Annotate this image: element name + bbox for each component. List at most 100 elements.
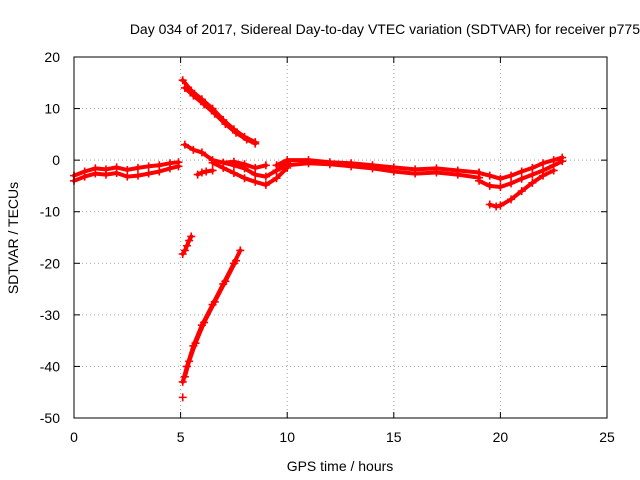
data-point <box>517 187 526 196</box>
data-point <box>178 76 187 85</box>
x-axis-label: GPS time / hours <box>287 458 394 474</box>
data-point <box>283 161 292 170</box>
data-point <box>91 169 100 178</box>
data-point <box>347 162 356 171</box>
data-point <box>507 171 516 180</box>
data-point <box>232 128 241 137</box>
y-tick-label: -20 <box>40 255 60 271</box>
grid <box>74 57 607 418</box>
data-point <box>221 120 230 129</box>
data-point <box>232 256 241 265</box>
data-point <box>507 195 516 204</box>
data-point <box>325 160 334 169</box>
data-point <box>101 170 110 179</box>
y-tick-label: 20 <box>44 49 60 65</box>
series-late-dip <box>485 166 558 211</box>
plot-frame <box>73 56 608 419</box>
y-tick-label: -10 <box>40 204 60 220</box>
data-point <box>485 171 494 180</box>
data-point <box>389 167 398 176</box>
chart-title: Day 034 of 2017, Sidereal Day-to-day VTE… <box>130 21 640 37</box>
series-line <box>210 160 290 187</box>
data-point <box>178 393 187 402</box>
x-tick-label: 0 <box>70 429 78 445</box>
series-negative-long-lower <box>180 256 241 381</box>
data-point <box>155 167 164 176</box>
x-tick-label: 20 <box>493 429 509 445</box>
series-line <box>182 85 258 146</box>
data-point <box>411 169 420 178</box>
data-point <box>475 169 484 178</box>
data-point <box>197 148 206 157</box>
data-point <box>229 169 238 178</box>
data-point <box>528 163 537 172</box>
data-point <box>517 174 526 183</box>
data-point <box>182 241 191 250</box>
data-point <box>123 165 132 174</box>
data-point <box>219 158 228 167</box>
data-point <box>251 170 260 179</box>
data-point <box>180 372 189 381</box>
data-point <box>165 164 174 173</box>
data-point <box>242 135 251 144</box>
data-point <box>200 100 209 109</box>
data-point <box>189 91 198 100</box>
x-tick-label: 10 <box>279 429 295 445</box>
data-point <box>261 180 270 189</box>
data-point <box>133 171 142 180</box>
x-tick-label: 25 <box>599 429 615 445</box>
series-line <box>182 258 238 379</box>
data-point <box>272 174 281 183</box>
data-point <box>496 174 505 183</box>
data-point <box>453 170 462 179</box>
y-tick-label: -30 <box>40 307 60 323</box>
y-tick-label: 0 <box>52 152 60 168</box>
data-point <box>496 182 505 191</box>
series-main-band-lower <box>70 162 183 185</box>
data-point <box>123 172 132 181</box>
data-point <box>200 318 209 327</box>
data-point <box>80 172 89 181</box>
data-point <box>272 166 281 175</box>
data-point <box>528 170 537 179</box>
tick-labels: 0 5 10 15 20 25 20 10 0 -10 -20 -30 -40 -50 <box>40 49 615 445</box>
y-axis-label: SDTVAR / TECUs <box>5 182 21 294</box>
series-short-segment <box>193 166 217 179</box>
data-point <box>251 163 260 172</box>
data-point <box>144 169 153 178</box>
data-point <box>193 170 202 179</box>
data-point <box>185 357 194 366</box>
series-outlier <box>178 393 187 402</box>
data-layer <box>70 76 567 402</box>
data-point <box>485 181 494 190</box>
data-point <box>261 172 270 181</box>
x-tick-label: 5 <box>177 429 185 445</box>
data-point <box>133 163 142 172</box>
data-point <box>304 159 313 168</box>
data-point <box>517 167 526 176</box>
data-point <box>189 145 198 154</box>
y-tick-label: 10 <box>44 101 60 117</box>
y-tick-label: -40 <box>40 358 60 374</box>
data-point <box>208 166 217 175</box>
series-late-upper <box>475 153 567 183</box>
data-point <box>180 246 189 255</box>
data-point <box>240 164 249 173</box>
data-point <box>240 174 249 183</box>
y-tick-label: -50 <box>40 410 60 426</box>
data-point <box>368 164 377 173</box>
series-descending-lower <box>180 83 260 148</box>
data-point <box>528 178 537 187</box>
data-point <box>187 232 196 241</box>
data-point <box>539 171 548 180</box>
series-line <box>180 78 258 145</box>
data-point <box>251 177 260 186</box>
data-point <box>539 159 548 168</box>
data-point <box>112 169 121 178</box>
data-point <box>485 200 494 209</box>
data-point <box>180 83 189 92</box>
data-point <box>208 158 217 167</box>
series-negative-short <box>178 232 196 259</box>
data-point <box>174 162 183 171</box>
